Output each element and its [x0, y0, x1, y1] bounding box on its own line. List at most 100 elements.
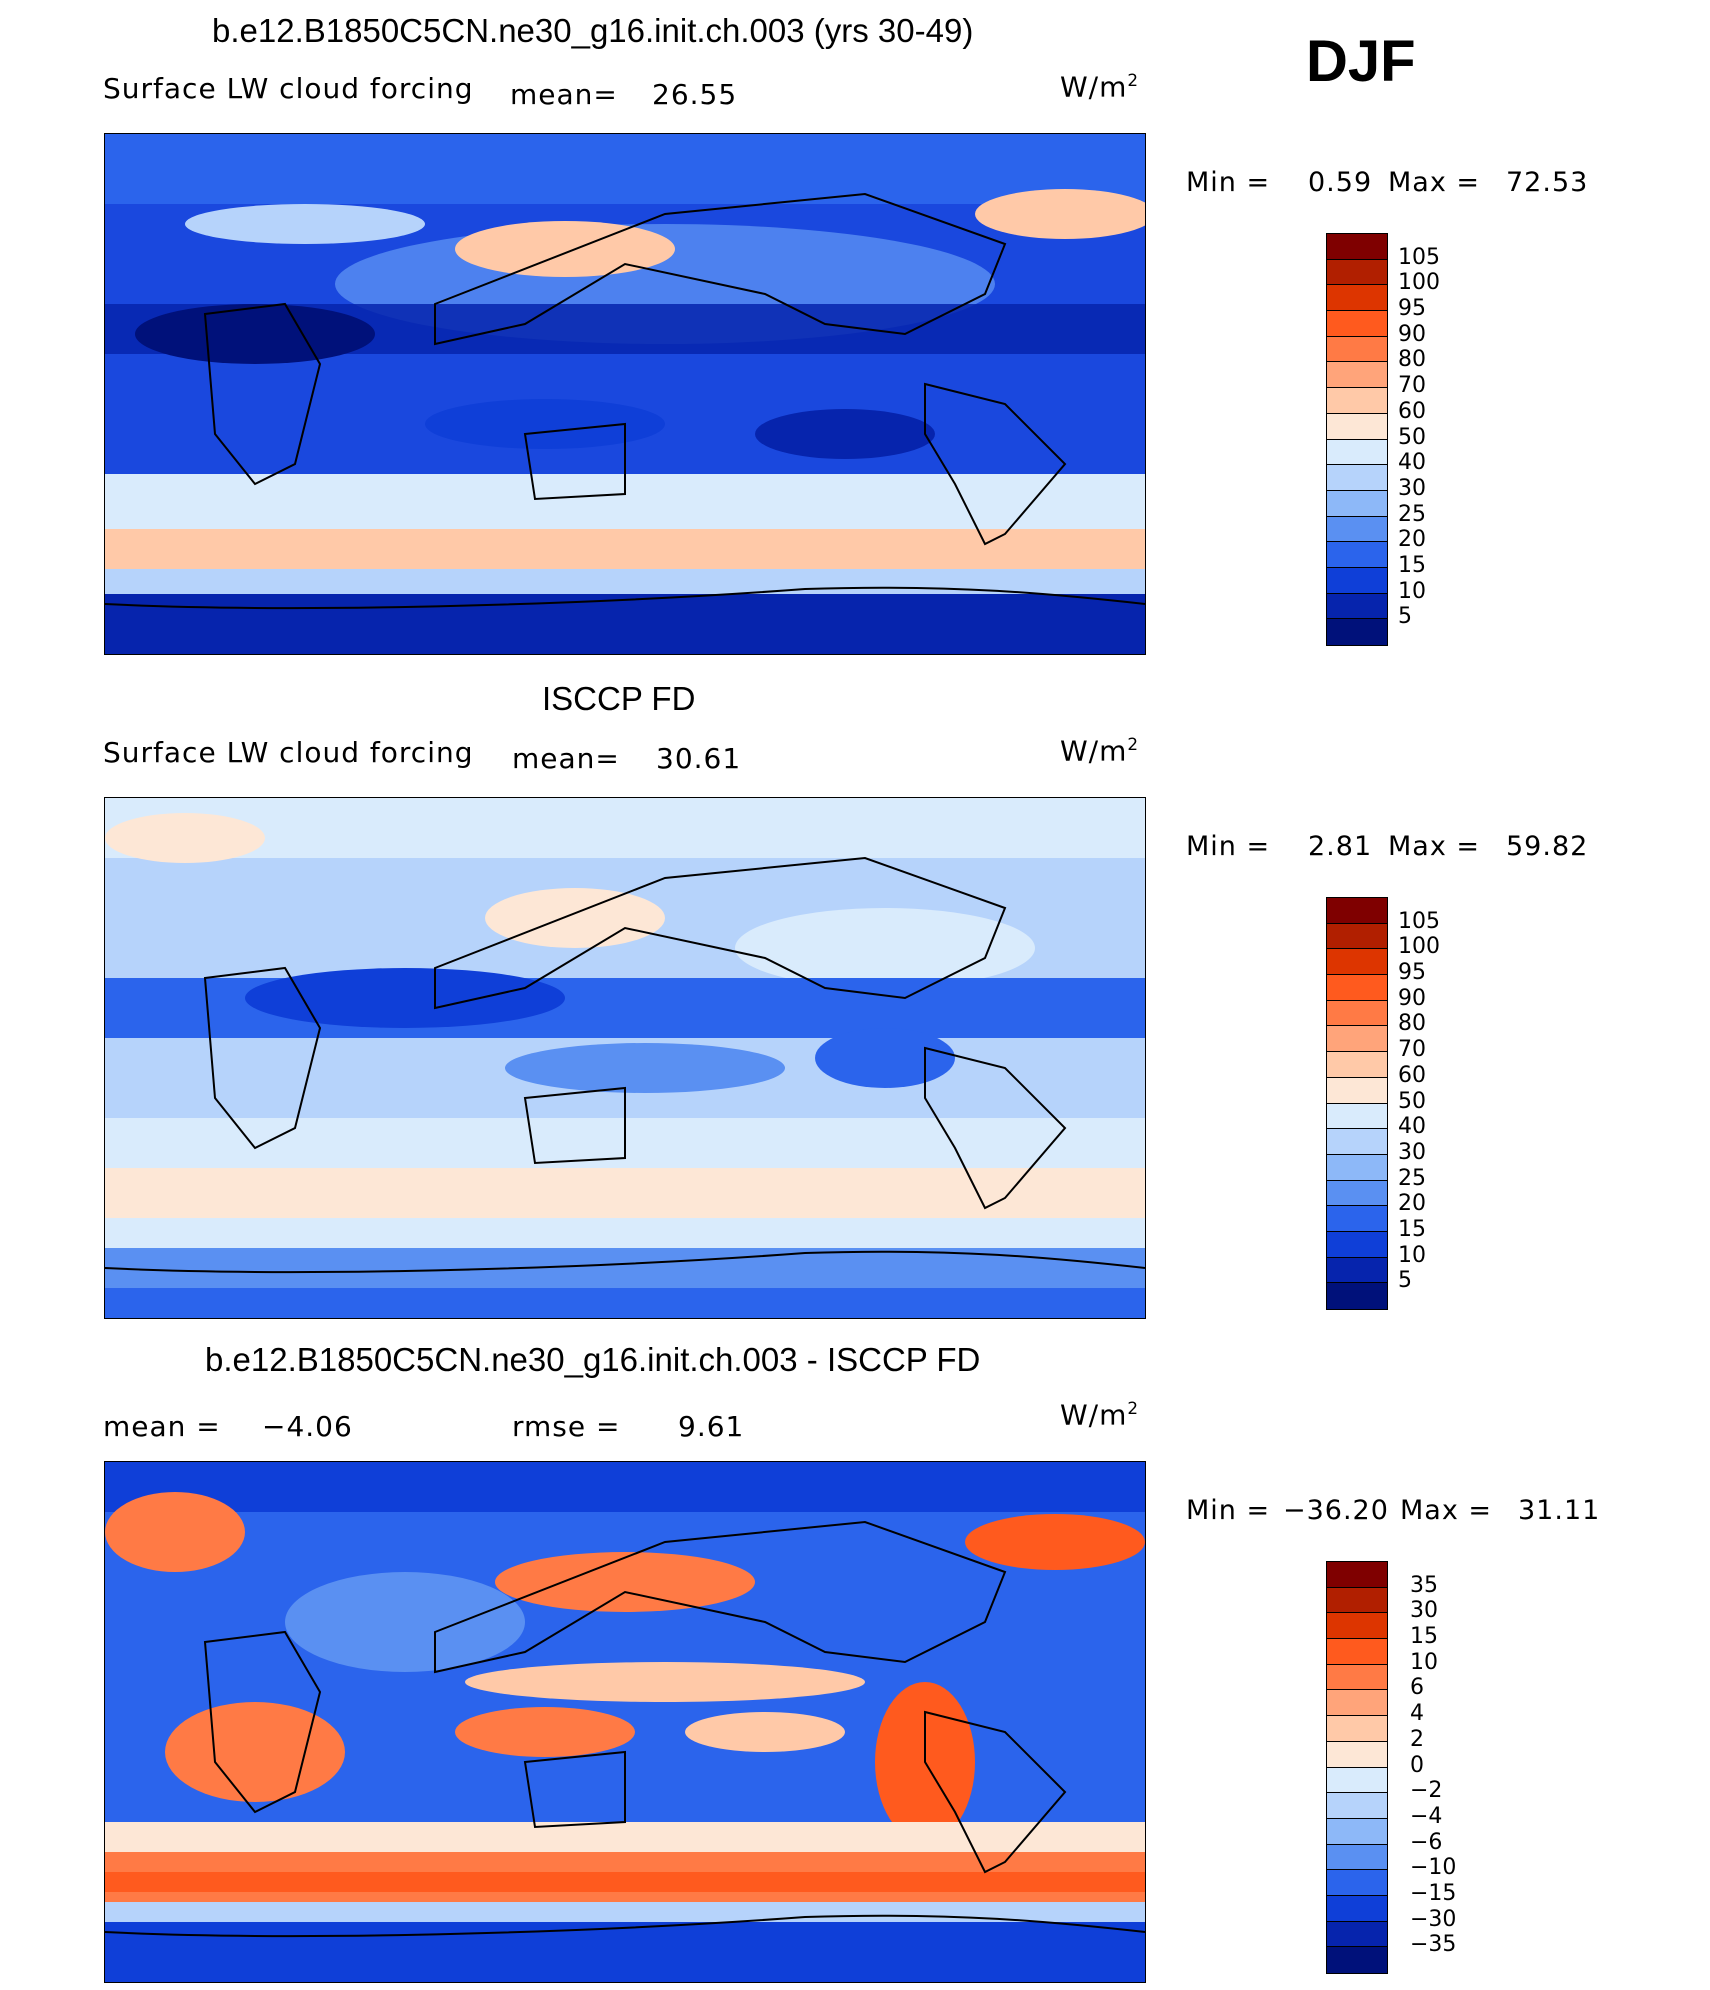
panel3-rmse-value: 9.61	[678, 1410, 745, 1443]
colorbar-label: 25	[1398, 501, 1426, 527]
colorbar-swatch	[1327, 1870, 1387, 1896]
panel1-title: b.e12.B1850C5CN.ne30_g16.init.ch.003 (yr…	[212, 12, 974, 49]
panel2-colorbar	[1326, 897, 1388, 1310]
colorbar-label: 25	[1398, 1165, 1426, 1191]
colorbar-swatch	[1327, 336, 1387, 363]
colorbar-label: 60	[1398, 398, 1426, 424]
colorbar-label: 15	[1398, 552, 1426, 578]
colorbar-swatch	[1327, 285, 1387, 312]
panel3-max-label: Max =	[1400, 1495, 1493, 1526]
colorbar-swatch	[1327, 898, 1387, 924]
colorbar-swatch	[1327, 1818, 1387, 1845]
colorbar-label: 80	[1398, 347, 1426, 373]
colorbar-swatch	[1327, 1231, 1387, 1258]
colorbar-label: 90	[1398, 985, 1426, 1011]
colorbar-swatch	[1327, 439, 1387, 466]
colorbar-label: −2	[1410, 1778, 1443, 1804]
colorbar-swatch	[1327, 1283, 1387, 1309]
colorbar-swatch	[1327, 1613, 1387, 1640]
colorbar-label: 105	[1398, 244, 1440, 270]
colorbar-label: 10	[1398, 578, 1426, 604]
colorbar-swatch	[1327, 1639, 1387, 1665]
colorbar-swatch	[1327, 388, 1387, 414]
colorbar-swatch	[1327, 1026, 1387, 1053]
colorbar-swatch	[1327, 1129, 1387, 1155]
colorbar-swatch	[1327, 490, 1387, 517]
panel3-map	[104, 1461, 1146, 1983]
colorbar-label: 70	[1398, 1037, 1426, 1063]
colorbar-swatch	[1327, 1741, 1387, 1768]
colorbar-swatch	[1327, 1154, 1387, 1181]
colorbar-label: 10	[1398, 1242, 1426, 1268]
panel1-max-value: 72.53	[1506, 167, 1589, 198]
colorbar-swatch	[1327, 465, 1387, 491]
colorbar-label: 90	[1398, 321, 1426, 347]
colorbar-label: 30	[1410, 1598, 1438, 1624]
colorbar-label: 15	[1410, 1624, 1438, 1650]
colorbar-swatch	[1327, 1052, 1387, 1078]
colorbar-label: 5	[1398, 604, 1412, 630]
panel1-map	[104, 133, 1146, 655]
colorbar-swatch	[1327, 1947, 1387, 1973]
colorbar-swatch	[1327, 1180, 1387, 1207]
panel3-min-label: Min =	[1186, 1495, 1271, 1526]
season-label: DJF	[1306, 29, 1416, 94]
panel2-mean-label: mean=	[512, 742, 620, 775]
panel3-mean-value: −4.06	[262, 1410, 353, 1443]
panel3-title: b.e12.B1850C5CN.ne30_g16.init.ch.003 - I…	[205, 1341, 981, 1378]
colorbar-swatch	[1327, 259, 1387, 286]
colorbar-swatch	[1327, 1103, 1387, 1130]
colorbar-label: 105	[1398, 908, 1440, 934]
colorbar-swatch	[1327, 1921, 1387, 1948]
colorbar-label: −4	[1410, 1803, 1443, 1829]
colorbar-label: −35	[1410, 1932, 1457, 1958]
colorbar-swatch	[1327, 1895, 1387, 1922]
colorbar-label: 40	[1398, 450, 1426, 476]
panel1-mean-value: 26.55	[652, 78, 738, 111]
colorbar-swatch	[1327, 234, 1387, 260]
colorbar-label: 10	[1410, 1649, 1438, 1675]
colorbar-swatch	[1327, 516, 1387, 543]
colorbar-label: 80	[1398, 1011, 1426, 1037]
colorbar-swatch	[1327, 311, 1387, 337]
colorbar-swatch	[1327, 1077, 1387, 1104]
panel1-mean-label: mean=	[510, 78, 618, 111]
panel2-max-value: 59.82	[1506, 831, 1589, 862]
colorbar-swatch	[1327, 1767, 1387, 1794]
panel1-min-label: Min =	[1186, 167, 1271, 198]
panel2-min-label: Min =	[1186, 831, 1271, 862]
colorbar-swatch	[1327, 975, 1387, 1001]
colorbar-swatch	[1327, 567, 1387, 594]
colorbar-swatch	[1327, 1793, 1387, 1819]
colorbar-label: 100	[1398, 934, 1440, 960]
colorbar-label: 35	[1410, 1572, 1438, 1598]
colorbar-label: 6	[1410, 1675, 1424, 1701]
colorbar-swatch	[1327, 362, 1387, 389]
colorbar-swatch	[1327, 1257, 1387, 1284]
panel2-title: ISCCP FD	[542, 680, 696, 717]
colorbar-label: 95	[1398, 296, 1426, 322]
colorbar-swatch	[1327, 1562, 1387, 1588]
panel2-units: W/m2	[1060, 734, 1140, 768]
colorbar-swatch	[1327, 1000, 1387, 1027]
panel2-left-label: Surface LW cloud forcing	[103, 736, 474, 769]
colorbar-swatch	[1327, 413, 1387, 440]
panel2-map	[104, 797, 1146, 1319]
panel3-contour-field	[105, 1462, 1145, 1982]
colorbar-label: 0	[1410, 1752, 1424, 1778]
panel1-max-label: Max =	[1388, 167, 1481, 198]
colorbar-label: 95	[1398, 960, 1426, 986]
colorbar-label: 30	[1398, 475, 1426, 501]
colorbar-swatch	[1327, 593, 1387, 620]
panel3-colorbar	[1326, 1561, 1388, 1974]
colorbar-label: 5	[1398, 1268, 1412, 1294]
colorbar-label: 70	[1398, 373, 1426, 399]
colorbar-label: 50	[1398, 1088, 1426, 1114]
panel2-min-value: 2.81	[1308, 831, 1373, 862]
colorbar-swatch	[1327, 1587, 1387, 1614]
colorbar-swatch	[1327, 1664, 1387, 1691]
colorbar-label: 20	[1398, 1191, 1426, 1217]
panel1-contour-field	[105, 134, 1145, 654]
panel1-colorbar	[1326, 233, 1388, 646]
colorbar-label: 30	[1398, 1139, 1426, 1165]
